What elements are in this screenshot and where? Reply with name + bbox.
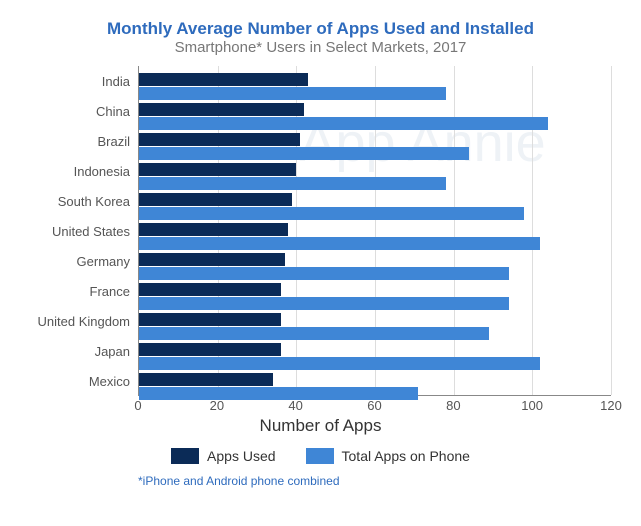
bar-total-apps-on-phone (139, 297, 509, 310)
bar-apps-used (139, 73, 308, 86)
legend: Apps Used Total Apps on Phone (30, 448, 611, 464)
y-axis-label: Japan (30, 345, 130, 358)
bar-apps-used (139, 313, 281, 326)
bar-apps-used (139, 103, 304, 116)
x-axis-label: Number of Apps (30, 416, 611, 436)
legend-swatch (306, 448, 334, 464)
x-tick: 40 (288, 398, 302, 413)
footnote: *iPhone and Android phone combined (138, 474, 611, 488)
x-tick: 80 (446, 398, 460, 413)
bar-apps-used (139, 133, 300, 146)
x-axis-ticks: 020406080100120 (138, 396, 611, 414)
bar-apps-used (139, 343, 281, 356)
x-tick: 20 (210, 398, 224, 413)
gridline (611, 66, 612, 395)
legend-item: Apps Used (171, 448, 275, 464)
chart-subtitle: Smartphone* Users in Select Markets, 201… (30, 39, 611, 58)
legend-swatch (171, 448, 199, 464)
bar-apps-used (139, 163, 296, 176)
bar-apps-used (139, 223, 288, 236)
chart-container: Monthly Average Number of Apps Used and … (0, 0, 641, 526)
y-axis-label: South Korea (30, 195, 130, 208)
bar-apps-used (139, 283, 281, 296)
y-axis-label: Brazil (30, 135, 130, 148)
x-ticks-wrap: 020406080100120 (30, 396, 611, 414)
gridline (375, 66, 376, 395)
y-axis-labels: India China Brazil Indonesia South Korea Unit… (30, 66, 138, 396)
gridline (532, 66, 533, 395)
legend-label: Total Apps on Phone (342, 448, 470, 464)
legend-item: Total Apps on Phone (306, 448, 470, 464)
y-axis-label: Germany (30, 255, 130, 268)
bar-total-apps-on-phone (139, 267, 509, 280)
x-tick: 120 (600, 398, 622, 413)
y-axis-label: United Kingdom (30, 315, 130, 328)
y-axis-label: France (30, 285, 130, 298)
y-axis-label: United States (30, 225, 130, 238)
chart-title: Monthly Average Number of Apps Used and … (30, 18, 611, 39)
y-axis-label: China (30, 105, 130, 118)
x-tick: 60 (367, 398, 381, 413)
bar-total-apps-on-phone (139, 87, 446, 100)
bar-total-apps-on-phone (139, 117, 548, 130)
bar-apps-used (139, 373, 273, 386)
bar-total-apps-on-phone (139, 177, 446, 190)
bar-total-apps-on-phone (139, 357, 540, 370)
bar-total-apps-on-phone (139, 327, 489, 340)
x-tick: 100 (521, 398, 543, 413)
y-axis-label: India (30, 75, 130, 88)
y-axis-label: Mexico (30, 375, 130, 388)
bar-total-apps-on-phone (139, 237, 540, 250)
bar-total-apps-on-phone (139, 147, 469, 160)
x-tick: 0 (134, 398, 141, 413)
x-ticks-spacer (30, 396, 138, 414)
bar-apps-used (139, 193, 292, 206)
y-axis-label: Indonesia (30, 165, 130, 178)
plot-area: India China Brazil Indonesia South Korea Unit… (30, 66, 611, 396)
bar-apps-used (139, 253, 285, 266)
legend-label: Apps Used (207, 448, 275, 464)
plot-grid: App Annie (138, 66, 611, 396)
bar-total-apps-on-phone (139, 207, 524, 220)
gridline (454, 66, 455, 395)
